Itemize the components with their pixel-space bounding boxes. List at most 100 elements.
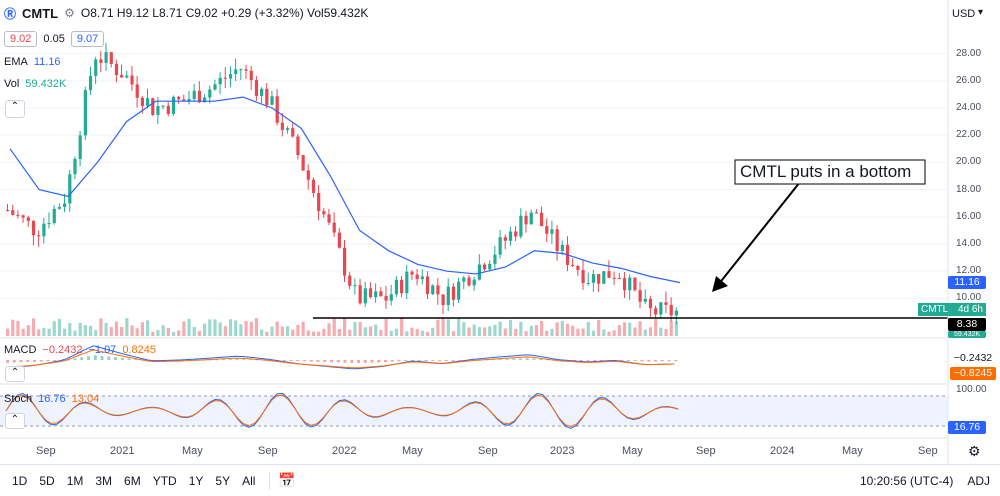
volume-bar — [109, 326, 113, 336]
stoch-collapse-icon[interactable]: ⌃ — [5, 413, 25, 429]
volume-bar — [467, 327, 471, 336]
volume-bar — [503, 328, 507, 336]
timeframe-1m[interactable]: 1M — [66, 473, 84, 488]
macd-collapse-icon[interactable]: ⌃ — [5, 366, 25, 382]
clock-readout[interactable]: 10:20:56 (UTC-4) — [859, 473, 954, 488]
macd-histogram-bar — [323, 360, 327, 363]
collapse-icon[interactable]: ⌃ — [5, 100, 25, 118]
macd-histogram-bar — [525, 358, 529, 360]
volume-bar — [420, 330, 424, 336]
timeframe-5d[interactable]: 5D — [39, 473, 55, 488]
volume-bar — [301, 321, 305, 336]
volume-bar — [68, 322, 72, 336]
candle-body — [488, 263, 492, 270]
candle-body — [545, 226, 549, 234]
volume-bar — [275, 321, 279, 336]
candle-body — [249, 70, 253, 81]
candle-body — [472, 279, 476, 286]
candle-body — [384, 296, 388, 301]
symbol-name[interactable]: CMTL — [22, 5, 59, 21]
macd-histogram-bar — [377, 360, 381, 363]
volume-tag: 59.432K — [948, 331, 986, 338]
settings-icon[interactable]: ⚙ — [64, 6, 75, 20]
currency-label[interactable]: USD — [952, 8, 976, 20]
vol-legend[interactable]: Vol 59.432K — [4, 78, 66, 90]
timeframe-1d[interactable]: 1D — [12, 473, 28, 488]
macd-histogram-bar — [80, 357, 84, 360]
price-axis-tick: 10.00 — [956, 292, 982, 304]
timeframe-3m[interactable]: 3M — [95, 473, 113, 488]
volume-bar — [488, 326, 492, 336]
candle-body — [244, 69, 248, 71]
timeframe-1y[interactable]: 1Y — [188, 473, 204, 488]
volume-bar — [270, 326, 274, 336]
ema-legend[interactable]: EMA 11.16 — [4, 56, 61, 68]
candle-body — [524, 215, 528, 225]
currency-dropdown-icon[interactable]: ▾ — [978, 7, 984, 18]
ema-label: EMA — [4, 56, 28, 68]
volume-bar — [400, 318, 404, 336]
volume-bar — [581, 328, 585, 336]
candle-body — [379, 291, 383, 297]
time-axis-tick: Sep — [696, 445, 716, 457]
candle-body — [648, 298, 653, 309]
timeframe-ytd[interactable]: YTD — [152, 473, 177, 488]
macd-histogram-bar — [107, 356, 111, 360]
candle-body — [254, 80, 259, 96]
bid-box[interactable]: 9.02 — [4, 31, 38, 47]
volume-bar — [591, 330, 596, 336]
volume-bar — [208, 319, 212, 336]
last-price-time: 4d 6h — [957, 304, 983, 315]
timeframe-5y[interactable]: 5Y — [215, 473, 231, 488]
macd-histogram-bar — [330, 360, 333, 363]
volume-bar — [638, 321, 642, 336]
candle-body — [664, 302, 668, 305]
volume-bar — [534, 325, 539, 336]
macd-tag-2: −0.8245 — [950, 367, 996, 380]
macd-histogram-bar — [512, 358, 516, 360]
candle-body — [363, 288, 367, 304]
candle-body — [322, 211, 326, 215]
price-candles — [6, 42, 679, 325]
adj-toggle[interactable]: ADJ — [967, 473, 990, 488]
time-axis-tick: 2022 — [332, 445, 357, 457]
timeframe-all[interactable]: All — [242, 473, 256, 488]
macd-tag-1: −0.2432 — [950, 352, 996, 365]
volume-bar — [125, 318, 129, 336]
candle-body — [171, 96, 176, 114]
volume-bar — [607, 331, 611, 336]
ask-box[interactable]: 9.07 — [70, 31, 105, 47]
volume-bar — [571, 325, 575, 336]
volume-bar — [317, 331, 321, 336]
volume-bar — [145, 320, 150, 336]
volume-bar — [94, 330, 98, 336]
macd-histogram-bar — [404, 360, 408, 361]
last-price-tag: CMTL 4d 6h — [918, 303, 986, 316]
macd-histogram-bar — [350, 360, 354, 363]
macd-label: MACD — [4, 344, 37, 356]
candle-body — [31, 220, 36, 236]
volume-bar — [135, 328, 139, 336]
volume-bar — [249, 321, 253, 336]
candle-body — [400, 279, 404, 294]
candle-body — [234, 69, 238, 75]
volume-bar — [451, 331, 456, 336]
candle-body — [405, 271, 409, 294]
timeframe-6m[interactable]: 6M — [124, 473, 141, 488]
macd-legend[interactable]: MACD −0.2432 −1.07 0.8245 — [4, 344, 156, 356]
candle-body — [21, 215, 25, 218]
macd-histogram-bar — [660, 360, 664, 362]
stoch-legend[interactable]: Stoch 16.76 13.04 — [4, 393, 99, 405]
candle-body — [586, 282, 590, 284]
calendar-icon[interactable]: 📅 — [278, 472, 296, 488]
volume-bar — [353, 322, 357, 336]
volume-bar — [197, 331, 202, 336]
gear-icon[interactable]: ⚙ — [968, 443, 981, 459]
volume-bar — [363, 327, 367, 336]
volume-bar — [368, 326, 373, 336]
time-axis-tick: May — [842, 445, 863, 457]
candle-body — [550, 229, 554, 234]
bottom-toolbar: 1D 5D 1M 3M 6M YTD 1Y 5Y All 📅 10:20:56 (UTC-4) … — [0, 464, 1000, 496]
volume-bar — [88, 325, 93, 336]
